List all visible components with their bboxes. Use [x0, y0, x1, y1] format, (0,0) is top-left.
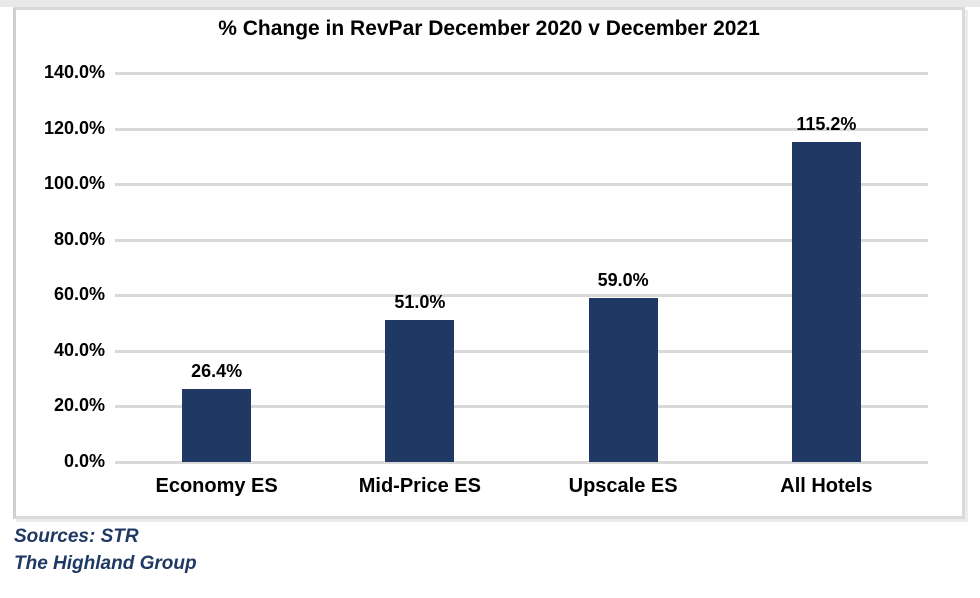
- gridline-140.0%: [115, 72, 928, 75]
- gridline-100.0%: [115, 183, 928, 187]
- bar-value-label-mid-price-es: 51.0%: [394, 292, 446, 313]
- gridline-60.0%: [115, 294, 928, 298]
- y-tick-label: 80.0%: [53, 228, 105, 249]
- bar-mid-price-es: [385, 320, 455, 462]
- source-note: Sources: STR The Highland Group: [14, 523, 514, 577]
- x-axis-label-all-hotels: All Hotels: [780, 475, 873, 497]
- gridline-0.0%: [115, 461, 928, 464]
- source-line-1: Sources: STR: [14, 526, 139, 547]
- y-tick-label: 0.0%: [63, 451, 105, 471]
- source-line-2: The Highland Group: [14, 553, 197, 574]
- y-tick-label: 40.0%: [53, 339, 105, 360]
- gridline-80.0%: [115, 238, 928, 242]
- y-tick-label: 100.0%: [43, 173, 105, 194]
- gridline-20.0%: [115, 405, 928, 409]
- bar-economy-es: [182, 388, 252, 462]
- y-tick-label: 60.0%: [53, 284, 105, 305]
- top-strip: [0, 0, 980, 7]
- chart-title: % Change in RevPar December 2020 v Decem…: [218, 17, 760, 40]
- y-tick-label: 140.0%: [43, 62, 105, 82]
- x-axis-label-upscale-es: Upscale ES: [568, 475, 678, 497]
- bar-value-label-economy-es: 26.4%: [191, 360, 243, 381]
- bar-upscale-es: [588, 298, 658, 462]
- gridline-40.0%: [115, 349, 928, 353]
- y-tick-label: 120.0%: [43, 117, 105, 138]
- x-axis-label-mid-price-es: Mid-Price ES: [358, 475, 481, 497]
- gridline-120.0%: [115, 127, 928, 131]
- x-axis-label-economy-es: Economy ES: [155, 475, 278, 497]
- y-tick-label: 20.0%: [53, 395, 105, 416]
- bar-value-label-all-hotels: 115.2%: [796, 113, 857, 134]
- bar-value-label-upscale-es: 59.0%: [597, 270, 649, 291]
- bar-all-hotels: [791, 141, 861, 462]
